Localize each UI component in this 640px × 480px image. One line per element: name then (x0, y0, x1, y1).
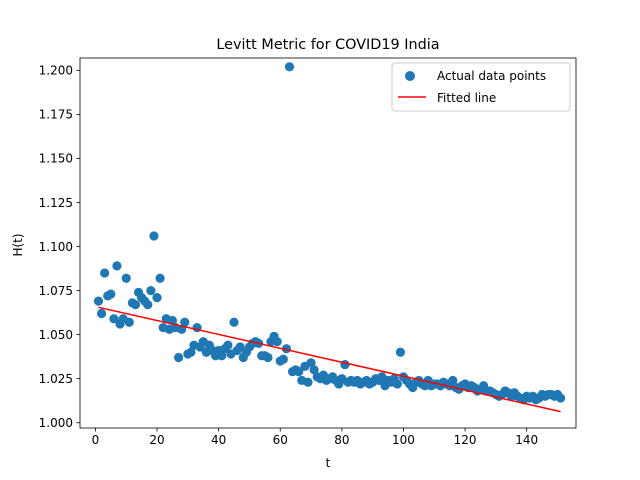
axes-frame (79, 57, 577, 429)
data-point (186, 347, 196, 357)
y-tick-label: 1.175 (39, 108, 73, 122)
data-point (294, 367, 304, 377)
data-point (180, 317, 190, 327)
axes: 0 20 40 60 80 100 120 140 1.000 1.025 1.050 1.075 1.… (39, 57, 577, 447)
data-point (223, 340, 233, 350)
data-point (284, 62, 295, 72)
data-point (155, 273, 165, 283)
legend-label-points: Actual data points (437, 69, 546, 83)
x-axis-label: t (326, 456, 331, 470)
data-point (112, 261, 122, 271)
data-point (555, 393, 566, 403)
legend-label-line: Fitted line (437, 91, 496, 105)
legend: Actual data points Fitted line (391, 62, 571, 112)
plot-area (93, 62, 566, 413)
x-tick-label: 40 (211, 433, 226, 447)
data-point (100, 268, 110, 278)
y-tick-label: 1.050 (39, 328, 73, 342)
data-point (143, 300, 153, 310)
y-tick-label: 1.075 (39, 284, 73, 298)
data-point (106, 289, 116, 299)
x-tick-label: 140 (515, 433, 538, 447)
data-point (272, 337, 282, 347)
data-point (229, 317, 239, 327)
data-point (217, 351, 227, 361)
data-point (146, 285, 156, 296)
data-point (130, 300, 141, 310)
data-point (173, 352, 184, 363)
data-point (340, 359, 350, 370)
data-point (303, 377, 313, 387)
y-tick-label: 1.025 (39, 372, 73, 386)
y-tick-label: 1.150 (39, 152, 73, 166)
x-tick-label: 100 (392, 433, 415, 447)
data-point (263, 352, 273, 363)
legend-box (391, 62, 571, 112)
data-point (121, 273, 131, 283)
x-tick-label: 0 (92, 433, 100, 447)
chart-title: Levitt Metric for COVID19 India (216, 37, 439, 53)
x-tick-label: 120 (454, 433, 477, 447)
data-point (448, 375, 458, 386)
y-tick-label: 1.200 (39, 64, 73, 78)
data-point (149, 231, 159, 241)
legend-marker-points (405, 71, 415, 81)
data-point (124, 317, 134, 327)
x-tick-label: 20 (149, 433, 164, 447)
data-point (93, 296, 104, 306)
data-point (395, 347, 405, 357)
x-tick-label: 80 (334, 433, 349, 447)
y-axis-label: H(t) (11, 233, 25, 256)
data-point (152, 293, 162, 303)
data-point (278, 354, 288, 364)
data-point (306, 358, 316, 368)
data-point (109, 314, 119, 324)
x-tick-label: 60 (273, 433, 288, 447)
data-point (96, 308, 107, 319)
y-tick-label: 1.000 (39, 416, 73, 430)
y-tick-label: 1.100 (39, 240, 73, 254)
data-point (235, 342, 245, 352)
fitted-line (98, 306, 561, 413)
data-point (392, 379, 402, 389)
data-point (309, 365, 319, 375)
y-tick-label: 1.125 (39, 196, 73, 210)
